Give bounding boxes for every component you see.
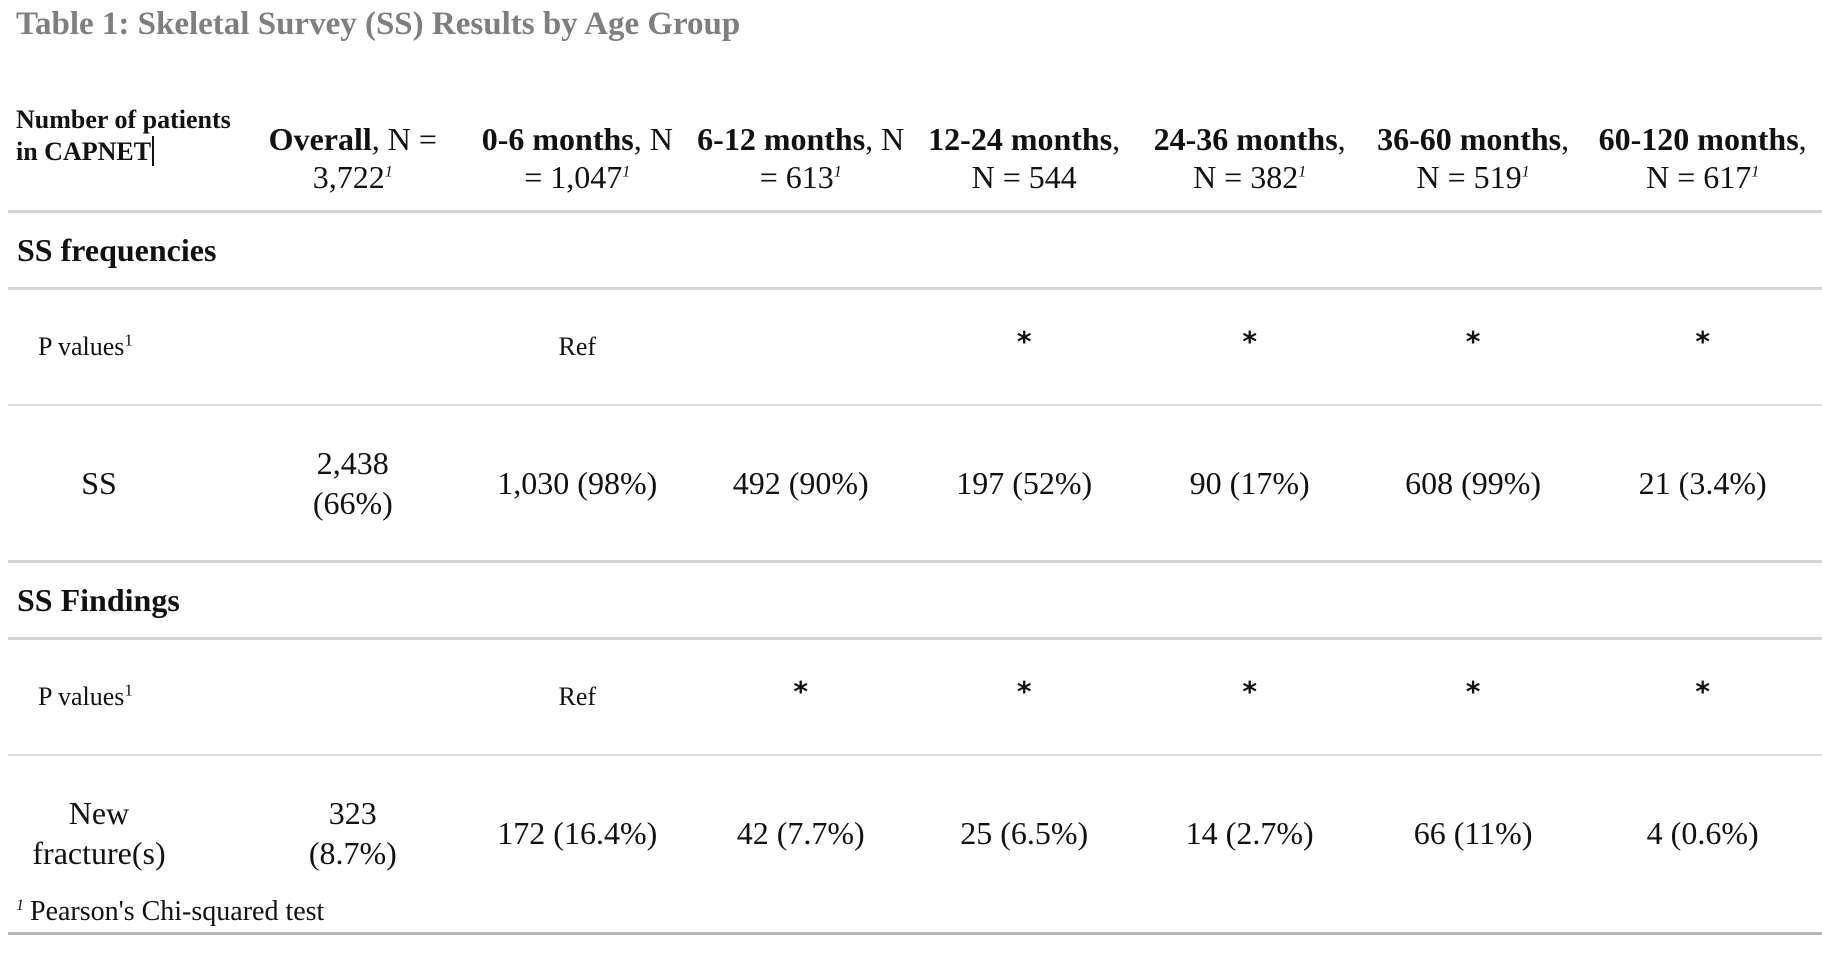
pvalue-cell: * [1362,288,1584,406]
header-col-6-12: 6-12 months, N = 6131 [689,62,912,213]
pvalue-cell: * [689,638,912,756]
data-cell: 66 (11%) [1413,815,1533,851]
header-col-label: 12-24 months [928,121,1113,157]
significance-star: * [1465,324,1481,358]
header-col-label: 36-60 months [1377,121,1562,157]
data-cell: 172 (16.4%) [497,815,658,851]
data-cell: 1,030 (98%) [465,405,690,563]
header-col-sup: 1 [384,163,393,181]
text-cursor [152,136,155,166]
header-col-sup: 1 [622,163,631,181]
row-label-cell: New fracture(s) [8,755,241,910]
row-label-cell: SS [8,405,241,563]
header-col-n: , N = 382 [1193,121,1346,195]
pvalue-row: P values1 Ref * * * * * [8,638,1822,756]
section-row-frequencies: SS frequencies [8,211,1822,290]
header-col-overall: Overall, N = 3,7221 [240,62,466,213]
pvalue-sup: 1 [124,330,133,350]
data-cell: 4 (0.6%) [1646,815,1759,851]
header-col-n: , N = 544 [971,121,1121,195]
data-row-ss: SS 2,438 (66%) 1,030 (98%) 492 (90%) 197… [8,405,1822,563]
data-cell: 21 (3.4%) [1583,405,1822,563]
table-header-row: Number of patients in CAPNET Overall, N … [8,62,1822,213]
pvalue-cell: * [1136,288,1363,406]
header-col-0-6: 0-6 months, N = 1,0471 [465,62,690,213]
footnote-text: Pearson's Chi-squared test [30,896,325,927]
pvalue-label-cell: P values1 [8,288,241,406]
data-cell: 492 (90%) [689,405,912,563]
data-cell: 90 (17%) [1136,405,1363,563]
table-caption: Table 1: Skeletal Survey (SS) Results by… [16,6,741,42]
significance-star: * [1016,324,1032,358]
header-first-col: Number of patients in CAPNET [8,62,241,213]
section-title: SS Findings [8,561,1822,640]
header-col-12-24: 12-24 months, N = 544 [911,62,1137,213]
data-cell: 608 (99%) [1362,405,1584,563]
significance-star: * [1242,324,1257,358]
section-row-findings: SS Findings [8,561,1822,640]
header-col-n: , N = 613 [759,121,905,195]
row-label: SS [81,465,117,501]
pvalue-label: P values [38,682,125,711]
pvalue-sup: 1 [124,680,133,700]
pvalue-label-cell: P values1 [8,638,241,756]
table-footnote: 1 Pearson's Chi-squared test [16,896,324,928]
header-first-col-label: Number of patients in CAPNET [16,105,231,166]
header-col-n: , N = 3,722 [312,121,437,195]
footnote-marker: 1 [16,896,24,914]
pvalue-cell: * [1362,638,1584,756]
header-col-sup: 1 [1521,163,1530,181]
header-col-24-36: 24-36 months, N = 3821 [1136,62,1363,213]
header-col-label: Overall [268,121,372,157]
header-col-n: , N = 1,047 [524,121,673,195]
header-col-label: 0-6 months [481,121,634,157]
header-col-sup: 1 [833,163,842,181]
data-cell: 25 (6.5%) [960,815,1089,851]
header-col-36-60: 36-60 months, N = 5191 [1362,62,1584,213]
pvalue-cell: * [1583,288,1822,406]
results-table: Number of patients in CAPNET Overall, N … [8,62,1822,910]
header-col-sup: 1 [1298,163,1307,181]
header-col-label: 6-12 months [697,121,866,157]
data-cell-value: 323 (8.7%) [308,795,397,871]
bottom-rule-divider [8,932,1822,935]
row-label: New fracture(s) [32,795,166,871]
data-cell: 197 (52%) [911,405,1137,563]
pvalue-cell: * [911,288,1137,406]
pvalue-cell: * [1136,638,1363,756]
header-col-n: , N = 519 [1416,121,1570,195]
pvalue-row: P values1 Ref * * * * [8,288,1822,406]
header-col-n: , N = 617 [1646,121,1807,195]
pvalue-cell [240,638,466,756]
data-cell-value: 2,438 (66%) [312,445,393,521]
header-col-label: 60-120 months [1598,121,1799,157]
pvalue-cell: Ref [465,638,690,756]
significance-star: * [1695,674,1710,708]
data-cell: 323 (8.7%) [241,755,465,910]
header-col-label: 24-36 months [1153,121,1338,157]
significance-star: * [1242,674,1257,708]
pvalue-cell [240,288,466,406]
data-cell: 14 (2.7%) [1185,815,1314,851]
header-col-60-120: 60-120 months, N = 6171 [1583,62,1822,213]
significance-star: * [1016,674,1032,708]
significance-star: * [1695,324,1710,358]
pvalue-cell: * [1583,638,1822,756]
data-row-new-fractures: New fracture(s) 323 (8.7%) 172 (16.4%) 4… [8,755,1822,910]
pvalue-cell: * [911,638,1137,756]
significance-star: * [1465,674,1481,708]
pvalue-cell: Ref [465,288,690,406]
header-col-sup: 1 [1751,163,1760,181]
pvalue-cell [689,288,912,406]
pvalue-label: P values [38,332,125,361]
data-cell: 2,438 (66%) [240,405,466,563]
significance-star: * [793,674,809,708]
data-cell: 42 (7.7%) [736,815,865,851]
section-title: SS frequencies [8,211,1822,290]
